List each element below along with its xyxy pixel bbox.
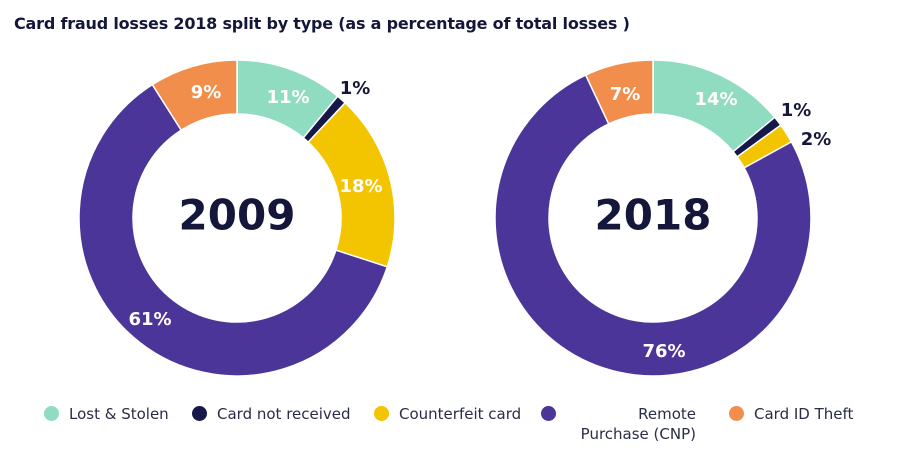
slice-2018-card-id-theft: [584, 59, 654, 125]
data-label-2009-counterfeit-card: 18%: [339, 176, 382, 197]
slice-2018-remote-purchase-cnp: [494, 74, 812, 377]
data-label-2009-remote-purchase-cnp: 61%: [128, 309, 171, 330]
legend-swatch-lost-stolen: [44, 406, 59, 421]
data-label-2009-card-id-theft: 9%: [191, 82, 222, 103]
legend-swatch-card-not-received: [192, 406, 207, 421]
legend-swatch-counterfeit-card: [374, 406, 389, 421]
slice-2009-card-id-theft: [151, 59, 238, 132]
legend-swatch-remote-purchase: [541, 406, 556, 421]
legend-item-remote-purchase: Remote Purchase (CNP): [541, 404, 696, 444]
legend-label-counterfeit-card: Counterfeit card: [399, 405, 522, 423]
center-label-2009: 2009: [179, 191, 296, 240]
chart-title: Card fraud losses 2018 split by type (as…: [14, 14, 630, 33]
legend-item-counterfeit-card: Counterfeit card: [374, 404, 521, 424]
data-label-2018-card-not-received: 1%: [781, 100, 812, 121]
legend-item-lost-stolen: Lost & Stolen: [44, 404, 169, 424]
legend-item-card-not-received: Card not received: [192, 404, 351, 424]
legend-swatch-card-id-theft: [729, 406, 744, 421]
legend-label-remote-purchase: Remote Purchase (CNP): [580, 405, 696, 443]
donut-chart-2009: 11% 1% 18% 61% 9% 2009: [78, 59, 396, 377]
data-label-2018-counterfeit-card: 2%: [801, 129, 832, 150]
legend: Lost & Stolen Card not received Counterf…: [44, 404, 884, 460]
legend-item-card-id-theft: Card ID Theft: [729, 404, 853, 424]
slice-2009-remote-purchase-cnp: [78, 83, 389, 377]
legend-label-card-not-received: Card not received: [217, 405, 351, 423]
data-label-2009-card-not-received: 1%: [340, 78, 371, 99]
data-label-2018-lost-stolen: 14%: [694, 89, 737, 110]
data-label-2018-remote-purchase-cnp: 76%: [642, 341, 685, 362]
legend-label-lost-stolen: Lost & Stolen: [69, 405, 169, 423]
donut-chart-2018: 14% 1% 2% 76% 7% 2018: [494, 59, 832, 377]
center-label-2018: 2018: [595, 191, 712, 240]
data-label-2009-lost-stolen: 11%: [266, 87, 309, 108]
data-label-2018-card-id-theft: 7%: [610, 84, 641, 105]
legend-label-card-id-theft: Card ID Theft: [754, 405, 854, 423]
